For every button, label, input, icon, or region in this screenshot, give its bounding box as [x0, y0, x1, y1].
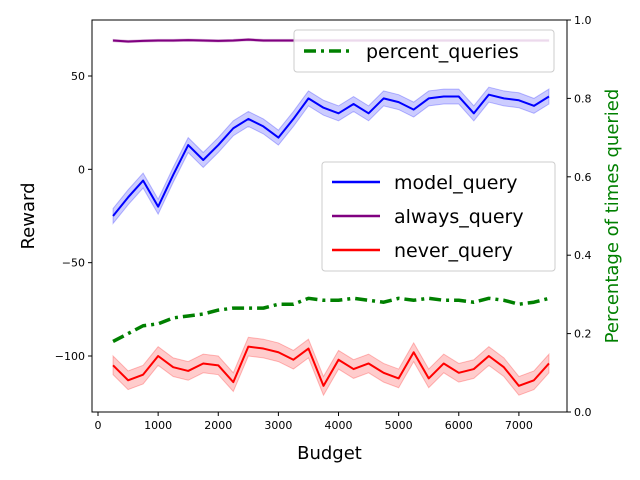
y-right-tick-label: 0.6 [574, 171, 592, 184]
never_query-band [112, 336, 550, 397]
x-tick-label: 6000 [445, 419, 473, 432]
legend-box [321, 161, 556, 272]
legends: model_query always_query never_query percen… [293, 29, 556, 272]
y-tick-label: −100 [55, 350, 85, 363]
legend-label-model_query: model_query [394, 172, 518, 194]
y-tick-label: −50 [62, 257, 85, 270]
y-right-axis-label: Percentage of times queried [602, 89, 623, 344]
legend-label-never_query: never_query [394, 240, 513, 262]
y-tick-label: 0 [78, 163, 85, 176]
axes: 0 1000 2000 3000 4000 5000 6000 7000 −100 −50 0 50 0… [18, 14, 623, 464]
x-tick-label: 3000 [264, 419, 292, 432]
x-axis-label: Budget [297, 443, 362, 464]
right-legend-box [293, 29, 555, 73]
y-right-tick-label: 0.4 [574, 249, 592, 262]
y-axis-label: Reward [18, 182, 39, 249]
x-tick-label: 0 [95, 419, 102, 432]
model_query-line [112, 93, 550, 217]
y-right-tick-label: 0.0 [574, 406, 592, 419]
x-tick-label: 5000 [385, 419, 413, 432]
y-right-tick-label: 0.2 [574, 328, 592, 341]
y-right-tick-label: 0.8 [574, 92, 592, 105]
y-right-tick-label: 1.0 [574, 14, 592, 27]
x-tick-label: 2000 [204, 419, 232, 432]
right-legend-label: percent_queries [366, 41, 519, 63]
legend-label-always_query: always_query [394, 206, 524, 228]
model_query-band [112, 86, 550, 225]
percent_queries-line [112, 296, 550, 343]
x-tick-label: 7000 [505, 419, 533, 432]
x-tick-label: 4000 [325, 419, 353, 432]
y-tick-label: 50 [71, 70, 85, 83]
x-tick-label: 1000 [144, 419, 172, 432]
never_query-line [112, 345, 550, 387]
plot-frame [91, 19, 568, 413]
